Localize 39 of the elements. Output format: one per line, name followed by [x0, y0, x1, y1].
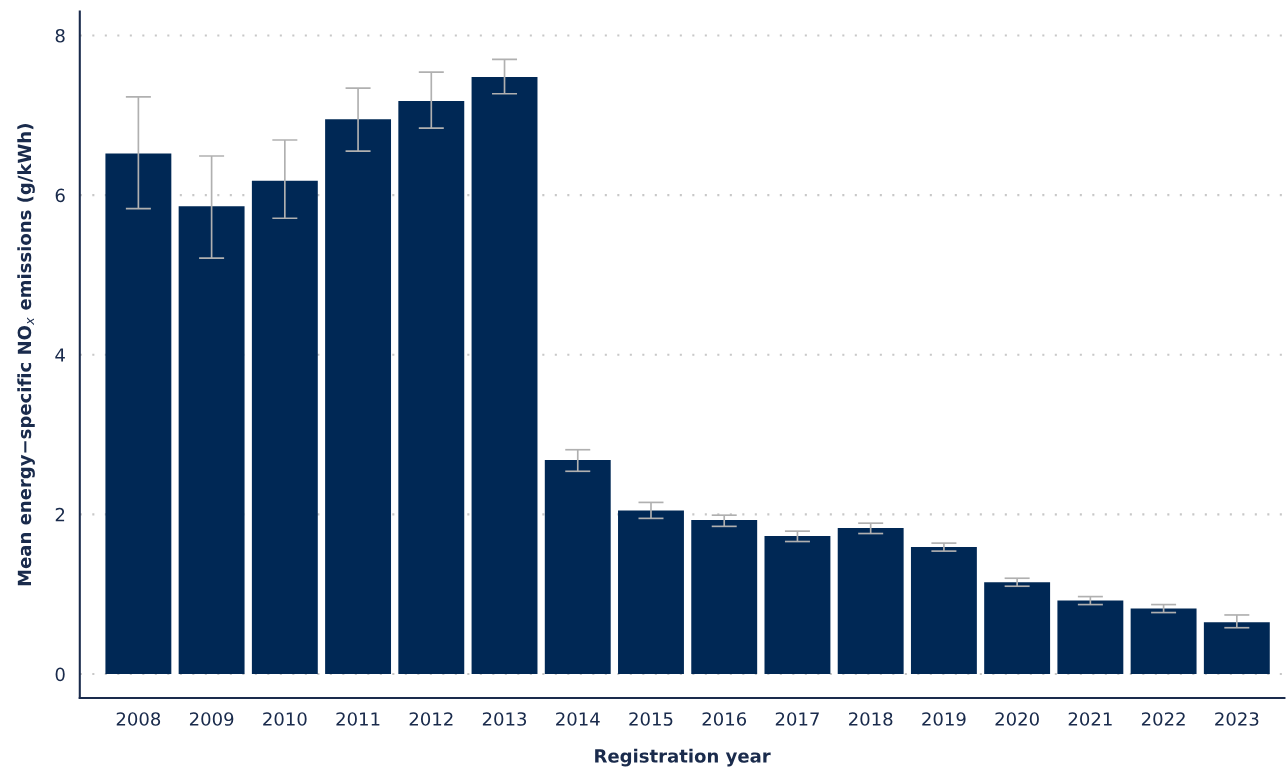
bar	[1203, 622, 1270, 675]
bar	[837, 527, 904, 675]
x-tick-label: 2023	[1215, 712, 1259, 726]
y-tick-label: 6	[55, 188, 65, 203]
bar	[1130, 608, 1197, 675]
x-tick-label: 2017	[775, 712, 819, 726]
y-tick-label: 8	[55, 28, 65, 43]
x-tick-label: 2010	[263, 712, 307, 726]
bar	[178, 206, 245, 675]
bar	[105, 153, 172, 675]
bar	[1057, 600, 1124, 675]
x-tick-label: 2016	[702, 712, 747, 726]
bar	[618, 510, 684, 675]
x-tick-label: 2008	[116, 712, 161, 726]
x-tick-label: 2020	[995, 712, 1039, 726]
x-tick-label: 2015	[629, 712, 673, 726]
x-tick-label: 2021	[1068, 712, 1112, 726]
bar	[251, 180, 318, 675]
x-tick-label: 2009	[189, 712, 234, 726]
x-axis-title: Registration year	[595, 748, 771, 767]
x-tick-label: 2022	[1141, 712, 1185, 726]
bar	[691, 519, 758, 675]
x-tick-label: 2019	[922, 712, 966, 726]
bar	[984, 582, 1051, 675]
y-axis-title: Mean energy−specific NO$_{x}$ emissions (g/kWh)	[17, 124, 35, 586]
x-tick-label: 2014	[556, 712, 600, 726]
y-tick-label: 4	[55, 348, 65, 362]
bar	[544, 460, 611, 675]
y-tick-label: 0	[55, 667, 65, 682]
bar	[325, 119, 392, 675]
bar	[471, 76, 538, 675]
bar	[910, 547, 977, 675]
bar	[764, 535, 831, 675]
x-tick-label: 2012	[409, 712, 453, 726]
bar	[398, 100, 465, 675]
x-tick-label: 2018	[849, 712, 893, 726]
y-tick-label: 2	[55, 507, 65, 522]
x-tick-label: 2011	[336, 712, 380, 726]
x-tick-label: 2013	[482, 712, 527, 726]
